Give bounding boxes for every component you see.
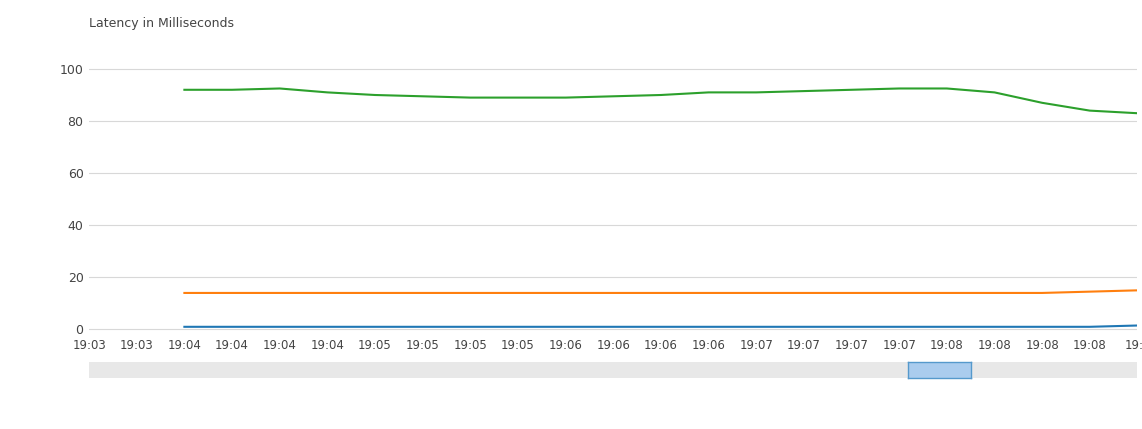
- Text: Latency in Milliseconds: Latency in Milliseconds: [89, 17, 234, 30]
